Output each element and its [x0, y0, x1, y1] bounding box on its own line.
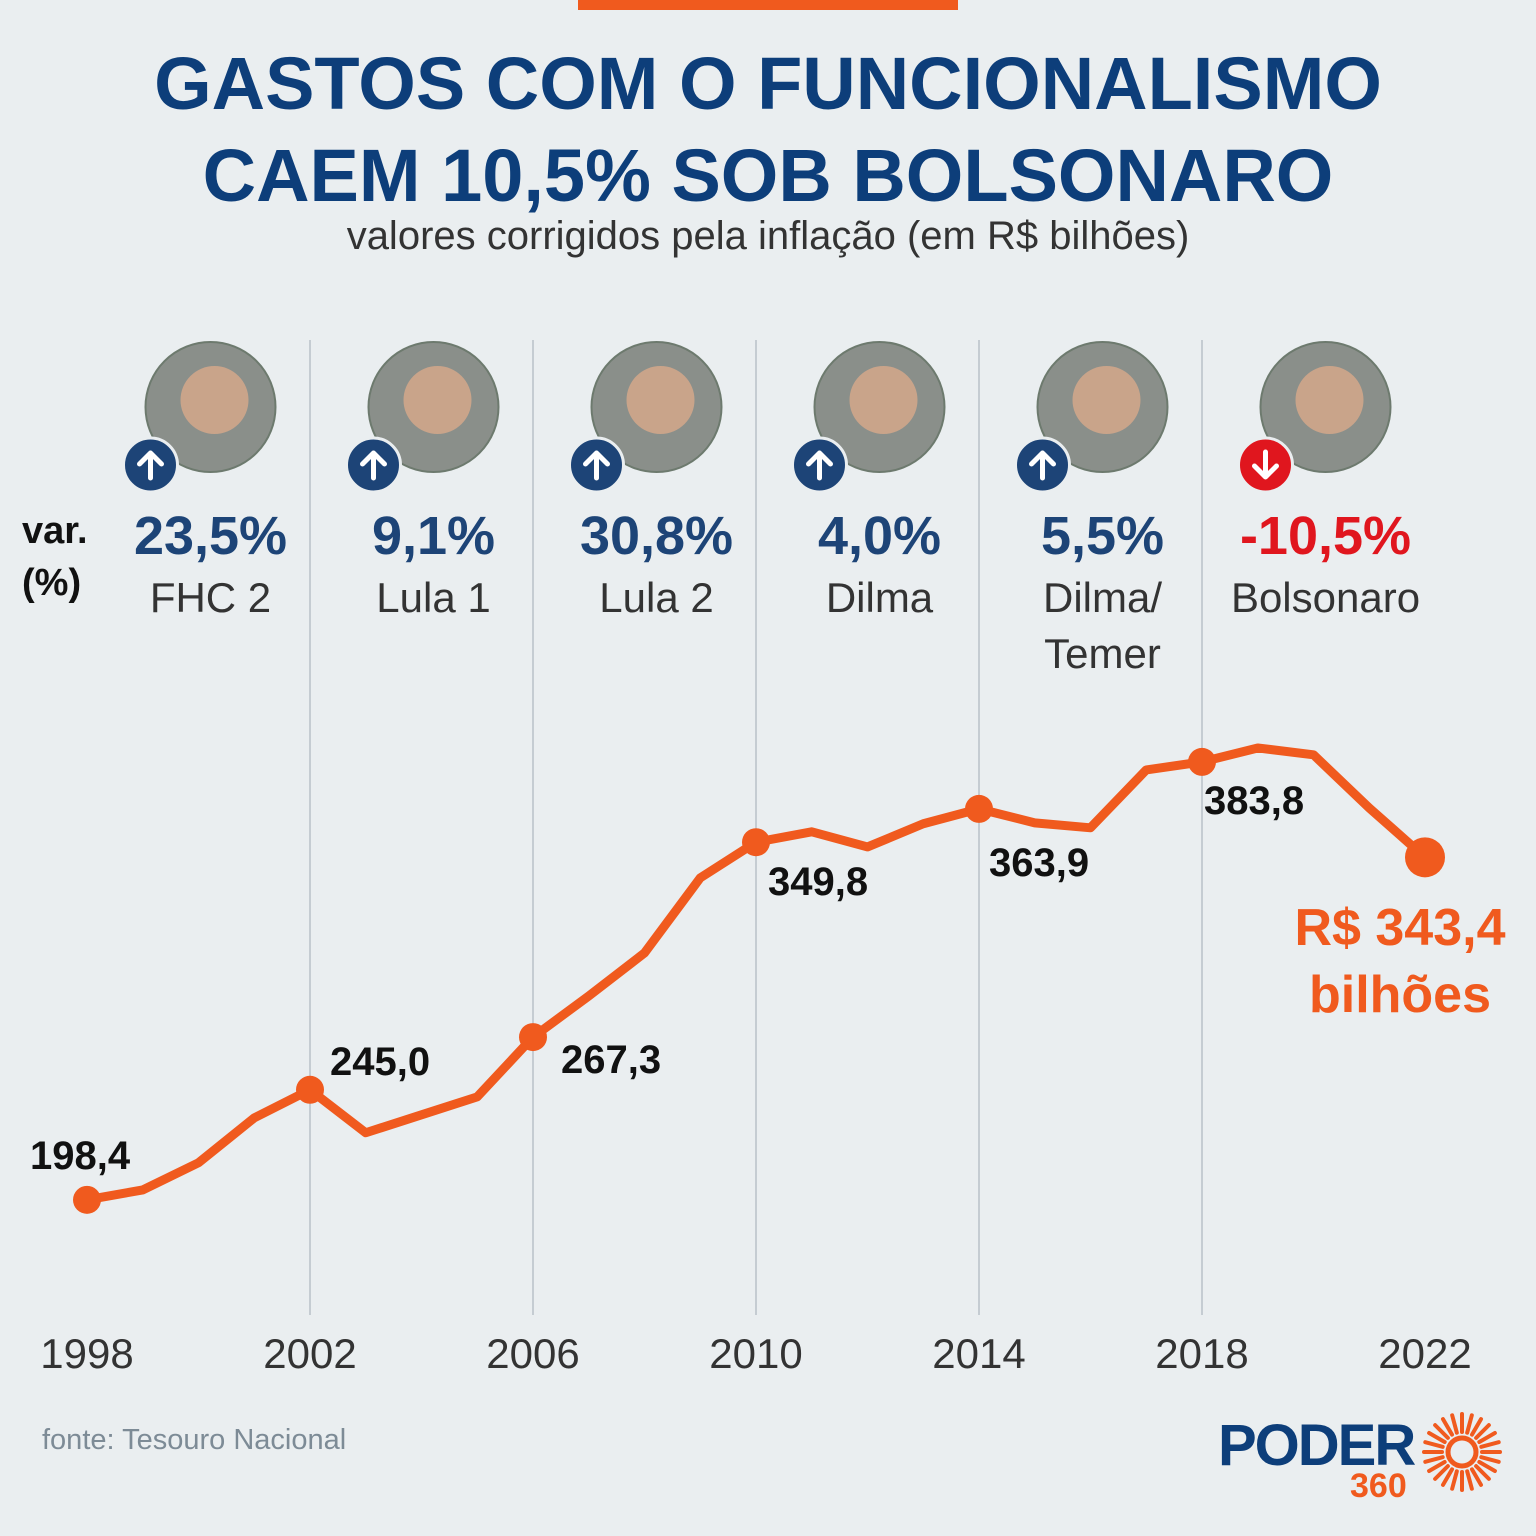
trend-arrow: [583, 450, 610, 481]
logo-ray: [1423, 1455, 1445, 1464]
logo-ray: [1474, 1423, 1491, 1440]
logo-sun: [1445, 1435, 1479, 1469]
period-name: FHC 2: [149, 574, 272, 621]
period-name: Lula 2: [599, 574, 714, 621]
point: [742, 828, 770, 857]
portrait-face: [1072, 366, 1141, 434]
period-name: Lula 1: [376, 574, 491, 621]
point: [1405, 837, 1445, 878]
portrait-face: [626, 366, 695, 434]
period-change: -10,5%: [1239, 506, 1412, 566]
change-axis-label: var. (%): [22, 510, 88, 604]
logo-ray: [1423, 1440, 1445, 1449]
portrait-face: [849, 366, 918, 434]
trend-arrow: [137, 450, 164, 481]
logo-ray: [1427, 1431, 1447, 1444]
logo-ray: [1450, 1469, 1459, 1491]
value-label: 363,9: [989, 841, 1089, 885]
chart-title: GASTOS COM O FUNCIONALISMO CAEM 10,5% SO…: [154, 42, 1382, 217]
x-tick-label: 2010: [709, 1330, 802, 1377]
value-label: 349,8: [768, 860, 868, 904]
period-name: Dilma/ Temer: [1042, 574, 1162, 677]
period-change: 4,0%: [817, 506, 942, 566]
logo-name: PODER: [1218, 1413, 1415, 1478]
x-tick-label: 2022: [1378, 1330, 1471, 1377]
logo-ray: [1433, 1464, 1450, 1481]
logo-ray: [1441, 1417, 1454, 1437]
logo-ray: [1470, 1467, 1483, 1487]
logo-ray: [1433, 1423, 1450, 1440]
top-bar: [578, 0, 958, 10]
logo-ray: [1427, 1460, 1447, 1473]
source: fonte: Tesouro Nacional: [42, 1424, 347, 1456]
point: [73, 1185, 101, 1214]
portrait-face: [180, 366, 249, 434]
logo-ray: [1479, 1455, 1501, 1464]
value-unit: bilhões: [1309, 966, 1491, 1024]
logo-ray: [1450, 1413, 1459, 1435]
value-label: 198,4: [30, 1134, 131, 1178]
logo-number: 360: [1350, 1467, 1407, 1505]
logo-ray: [1477, 1431, 1497, 1444]
point: [296, 1075, 324, 1104]
x-tick-label: 1998: [40, 1330, 133, 1377]
x-tick-label: 2002: [263, 1330, 356, 1377]
logo-ray: [1477, 1460, 1497, 1473]
period-change: 9,1%: [371, 506, 496, 566]
trend-arrow: [806, 450, 833, 481]
logo-ray: [1479, 1440, 1501, 1449]
portrait-face: [403, 366, 472, 434]
logo-ray: [1474, 1464, 1491, 1481]
period-name: Bolsonaro: [1230, 574, 1421, 621]
portrait-face: [1295, 366, 1364, 434]
point: [1188, 747, 1216, 776]
logo-ray: [1470, 1417, 1483, 1437]
value-label: 245,0: [330, 1040, 430, 1084]
trend-arrow: [1252, 449, 1279, 480]
point: [519, 1023, 547, 1052]
trend-arrow: [360, 450, 387, 481]
x-tick-label: 2006: [486, 1330, 579, 1377]
x-tick-label: 2018: [1155, 1330, 1248, 1377]
logo-ray: [1465, 1413, 1474, 1435]
period-name: Dilma: [825, 574, 934, 621]
chart-subtitle: valores corrigidos pela inflação (em R$ …: [346, 214, 1190, 258]
x-tick-label: 2014: [932, 1330, 1025, 1377]
logo-ray: [1441, 1467, 1454, 1487]
trend-arrow: [1029, 450, 1056, 481]
logo-ray: [1465, 1469, 1474, 1491]
point: [965, 794, 993, 823]
period-change: 23,5%: [133, 506, 288, 566]
value-label: 267,3: [561, 1038, 661, 1082]
period-change: 30,8%: [579, 506, 734, 566]
value-label: R$ 343,4: [1294, 899, 1505, 957]
period-change: 5,5%: [1040, 506, 1165, 566]
value-label: 383,8: [1204, 779, 1304, 823]
